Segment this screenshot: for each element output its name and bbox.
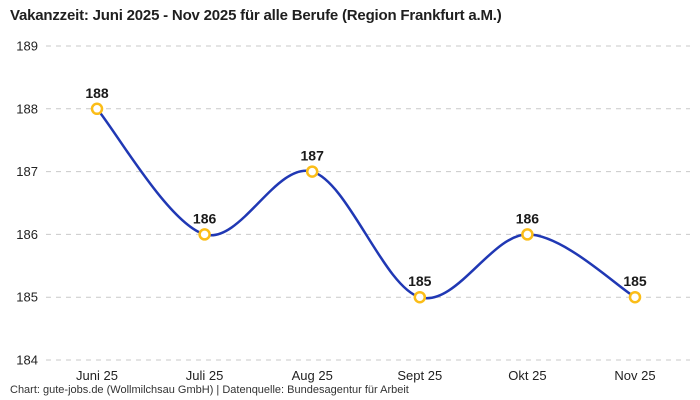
data-point-marker (521, 228, 534, 241)
data-point-value-label: 187 (301, 148, 325, 164)
data-point-marker (413, 290, 427, 304)
data-point-marker (90, 102, 104, 116)
y-tick-label: 188 (16, 101, 38, 116)
data-point-value-label: 186 (193, 210, 217, 226)
data-point-value-label: 185 (623, 273, 647, 289)
x-tick-label: Nov 25 (614, 368, 655, 383)
chart-source-footer: Chart: gute-jobs.de (Wollmilchsau GmbH) … (10, 384, 409, 396)
x-tick-label: Aug 25 (292, 368, 333, 383)
y-tick-label: 189 (16, 39, 38, 54)
data-point-value-label: 185 (408, 273, 432, 289)
chart-title: Vakanzzeit: Juni 2025 - Nov 2025 für all… (10, 7, 502, 24)
data-point-value-label: 188 (85, 85, 109, 101)
x-tick-label: Juni 25 (76, 368, 118, 383)
series-line (95, 107, 637, 300)
y-tick-label: 187 (16, 164, 38, 179)
y-tick-label: 185 (16, 290, 38, 305)
data-point-marker (198, 228, 211, 241)
data-point-marker (628, 290, 642, 304)
x-tick-label: Okt 25 (508, 368, 546, 383)
data-point-marker (305, 165, 319, 178)
y-tick-label: 186 (16, 227, 38, 242)
x-tick-label: Sept 25 (397, 368, 442, 383)
x-tick-label: Juli 25 (186, 368, 224, 383)
data-point-value-label: 186 (516, 210, 540, 226)
y-tick-label: 184 (16, 353, 38, 368)
